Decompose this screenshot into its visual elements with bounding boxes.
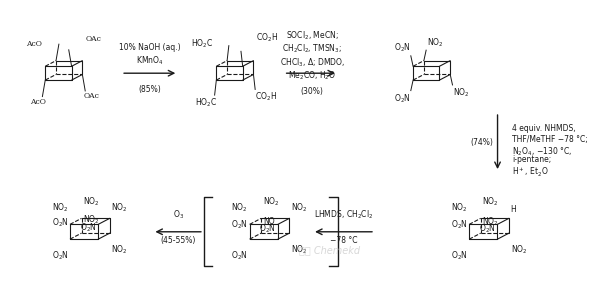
Text: NO$_2$: NO$_2$: [453, 86, 470, 99]
Text: NO: NO: [263, 217, 274, 226]
Text: O$_3$: O$_3$: [173, 209, 184, 221]
Text: O$_2$N: O$_2$N: [52, 250, 68, 262]
Text: CO$_2$H: CO$_2$H: [256, 32, 278, 44]
Text: O$_2$N: O$_2$N: [394, 42, 410, 54]
Text: O$_2$N: O$_2$N: [231, 218, 248, 231]
Text: THF/MeTHF −78 °C;: THF/MeTHF −78 °C;: [512, 135, 587, 143]
Text: AcO: AcO: [26, 40, 43, 48]
Text: N$_2$O$_4$, −130 °C,: N$_2$O$_4$, −130 °C,: [512, 145, 572, 158]
Text: O$_2$N: O$_2$N: [451, 218, 467, 231]
Text: O$_2$N: O$_2$N: [259, 223, 276, 235]
Text: NO$_2$: NO$_2$: [291, 244, 308, 256]
Text: i-pentane;: i-pentane;: [512, 156, 551, 165]
Text: LHMDS, CH$_2$Cl$_2$: LHMDS, CH$_2$Cl$_2$: [314, 209, 373, 221]
Text: CH$_2$Cl$_2$, TMSN$_3$;: CH$_2$Cl$_2$, TMSN$_3$;: [282, 43, 342, 55]
Text: 4 equiv. NHMDS,: 4 equiv. NHMDS,: [512, 124, 575, 133]
Text: (30%): (30%): [301, 87, 323, 96]
Text: O$_2$N: O$_2$N: [231, 250, 248, 262]
Text: NO$_2$: NO$_2$: [52, 201, 68, 214]
Text: NO$_2$: NO$_2$: [482, 215, 499, 228]
Text: (45-55%): (45-55%): [160, 236, 196, 245]
Text: (85%): (85%): [138, 85, 161, 94]
Text: O$_2$N: O$_2$N: [80, 221, 97, 233]
Text: O$_2$N: O$_2$N: [451, 250, 467, 262]
Text: NO$_2$: NO$_2$: [83, 214, 100, 226]
Text: SOCl$_2$, MeCN;: SOCl$_2$, MeCN;: [286, 29, 338, 42]
Text: NO$_2$: NO$_2$: [83, 195, 100, 208]
Text: O$_2$N: O$_2$N: [479, 223, 496, 235]
Text: O$_2$N: O$_2$N: [394, 92, 410, 104]
Text: H: H: [511, 205, 517, 214]
Text: OAc: OAc: [83, 92, 100, 100]
Text: NO$_2$: NO$_2$: [112, 201, 128, 214]
Text: KMnO$_4$: KMnO$_4$: [136, 55, 163, 67]
Text: HO$_2$C: HO$_2$C: [195, 97, 217, 109]
Text: HO$_2$C: HO$_2$C: [191, 37, 214, 50]
Text: NO$_2$: NO$_2$: [291, 201, 308, 214]
Text: CHCl$_3$, Δ; DMDO,: CHCl$_3$, Δ; DMDO,: [280, 56, 345, 69]
Text: NO$_2$: NO$_2$: [427, 36, 443, 49]
Text: CO$_2$H: CO$_2$H: [254, 91, 277, 103]
Text: NO$_2$: NO$_2$: [263, 195, 280, 208]
Text: O$_2$N: O$_2$N: [52, 217, 68, 229]
Text: H$^+$, Et$_2$O: H$^+$, Et$_2$O: [512, 166, 548, 179]
Text: (74%): (74%): [470, 137, 493, 146]
Text: Me$_2$CO, H$_2$O: Me$_2$CO, H$_2$O: [288, 70, 336, 82]
Text: NO$_2$: NO$_2$: [112, 244, 128, 256]
Text: 知乎 Chemekd: 知乎 Chemekd: [299, 245, 360, 255]
Text: NO$_2$: NO$_2$: [451, 201, 467, 214]
Text: −78 °C: −78 °C: [330, 236, 358, 245]
Text: AcO: AcO: [31, 98, 46, 106]
Text: 10% NaOH (aq.): 10% NaOH (aq.): [119, 43, 181, 52]
Text: OAc: OAc: [85, 35, 101, 43]
Text: NO$_2$: NO$_2$: [511, 244, 527, 256]
Text: NO$_2$: NO$_2$: [482, 195, 499, 208]
Text: NO$_2$: NO$_2$: [231, 201, 248, 214]
